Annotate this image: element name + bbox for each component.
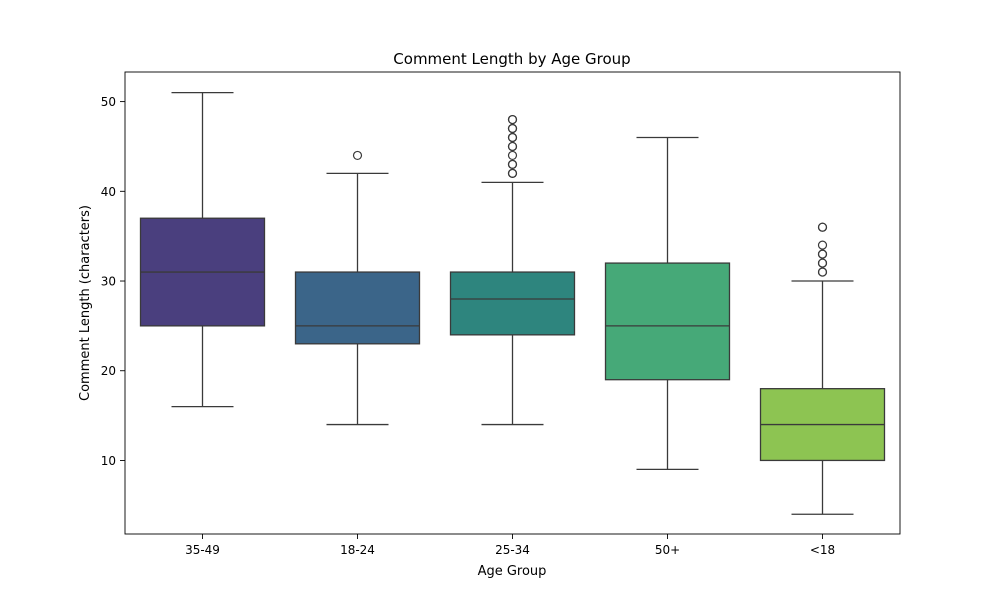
box-group-series-2 — [449, 114, 576, 426]
x-tick-label: <18 — [810, 543, 835, 557]
x-tick-label: 50+ — [655, 543, 680, 557]
box-group-series-0 — [139, 91, 266, 408]
y-axis-label: Comment Length (characters) — [78, 205, 93, 401]
boxes-layer — [139, 91, 886, 515]
y-tick-label: 40 — [101, 185, 116, 199]
outlier-point — [507, 114, 518, 125]
chart-title: Comment Length by Age Group — [393, 50, 630, 68]
outlier-point — [507, 141, 518, 152]
iqr-box — [294, 271, 421, 345]
outlier-point — [817, 222, 828, 232]
y-tick-label: 10 — [101, 454, 116, 468]
outlier-point — [507, 132, 518, 143]
outlier-point — [507, 168, 518, 178]
outlier-point — [817, 267, 828, 277]
x-axis: 35-49 18-24 25-34 50+ <18 — [185, 534, 835, 557]
x-tick-label: 25-34 — [495, 543, 530, 557]
x-axis-label: Age Group — [478, 564, 547, 579]
outlier-point — [817, 249, 828, 259]
x-tick-label: 35-49 — [185, 543, 220, 557]
outlier-point — [507, 159, 518, 169]
iqr-box — [449, 271, 576, 336]
box-group-series-1 — [294, 150, 421, 426]
iqr-box — [604, 262, 731, 381]
y-axis: 10 20 30 40 50 — [101, 95, 125, 468]
y-tick-label: 30 — [101, 275, 116, 289]
x-tick-label: 18-24 — [340, 543, 375, 557]
y-tick-label: 20 — [101, 364, 116, 378]
box-group-series-3 — [604, 136, 731, 471]
outlier-point — [817, 258, 828, 268]
outlier-point — [507, 123, 518, 134]
y-tick-label: 50 — [101, 95, 116, 109]
box-group-series-4 — [759, 222, 886, 515]
outlier-point — [817, 240, 828, 250]
outlier-point — [352, 150, 363, 161]
outlier-point — [507, 150, 518, 161]
